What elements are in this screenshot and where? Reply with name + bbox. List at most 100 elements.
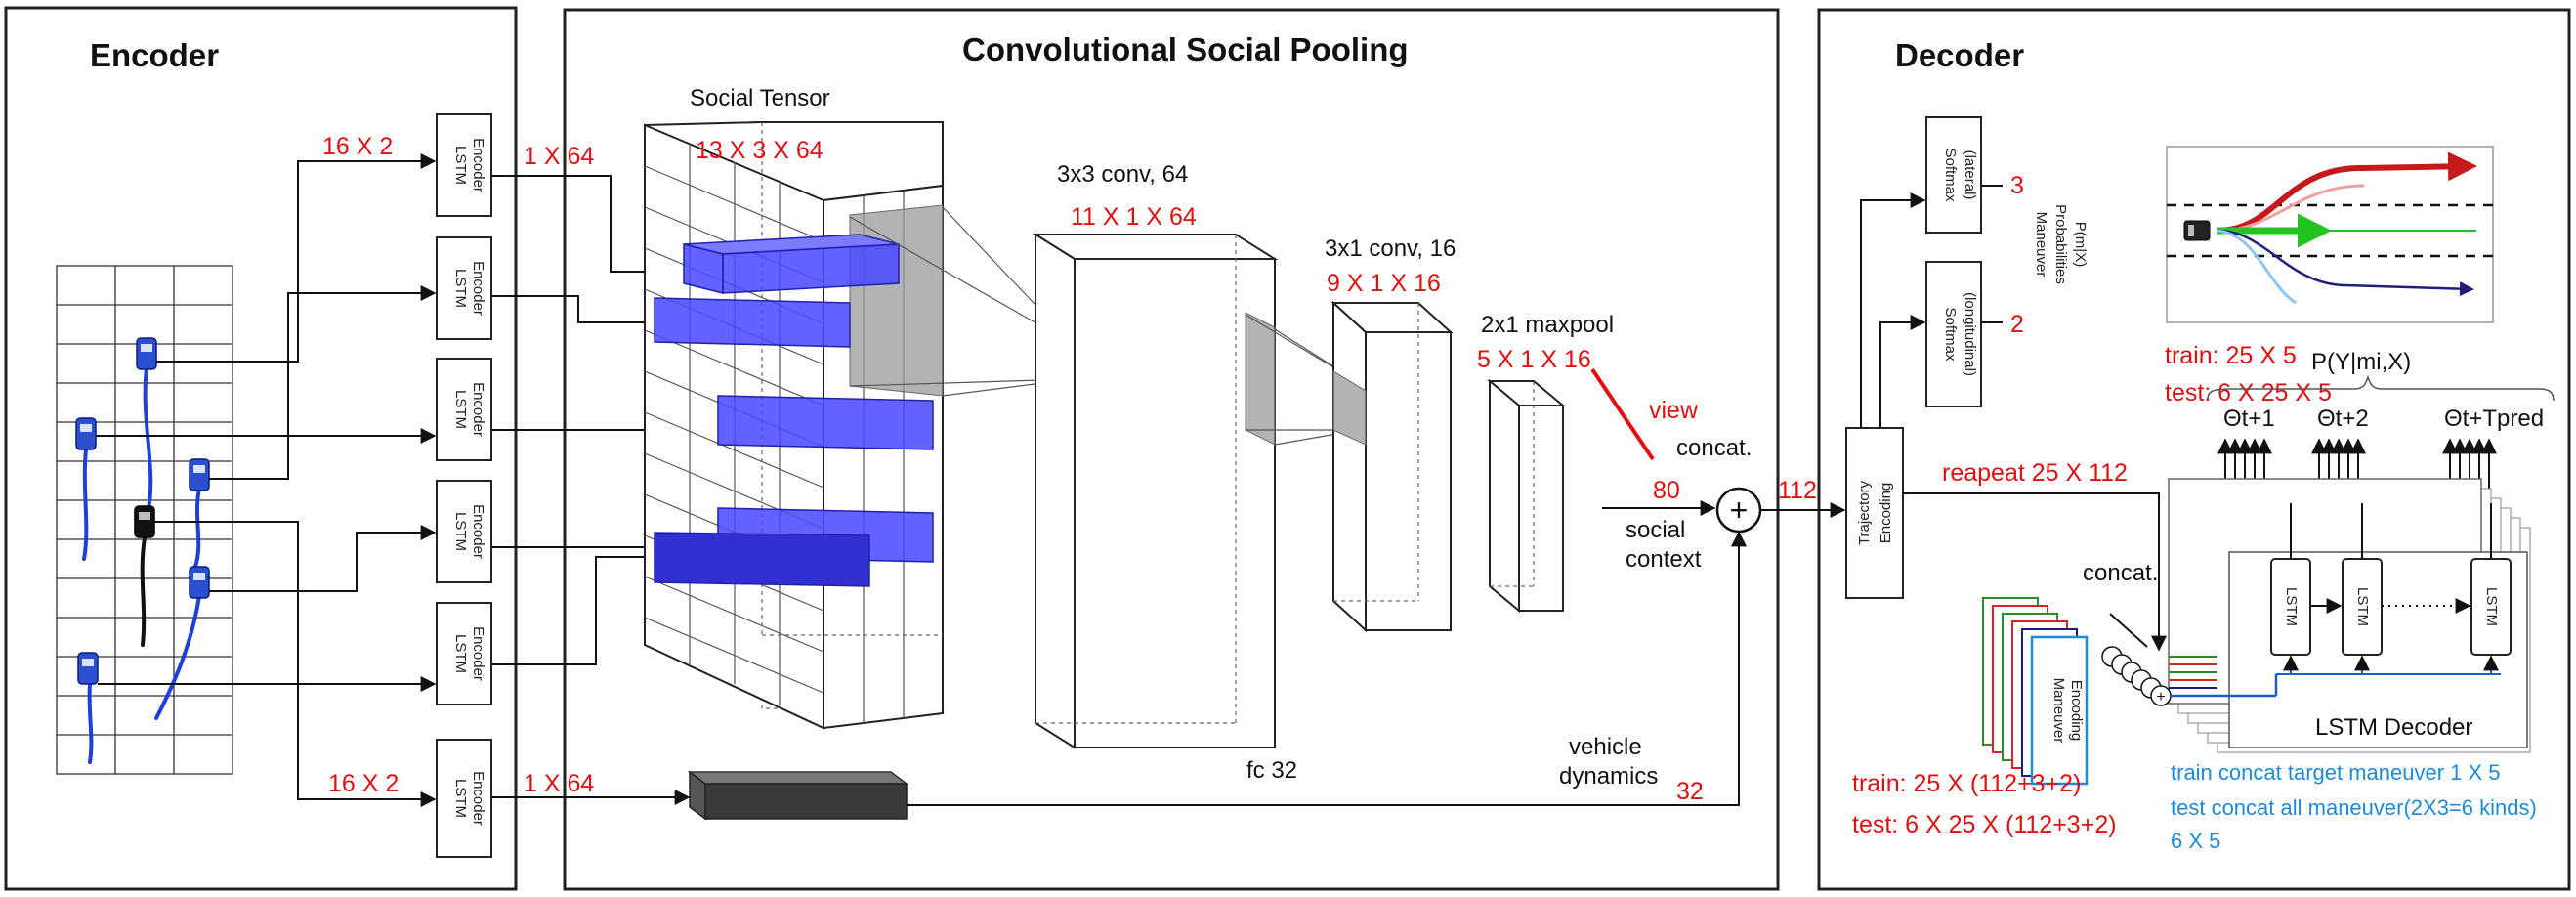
svg-text:+: +	[2156, 689, 2165, 705]
encoder-title: Encoder	[90, 37, 219, 73]
tensor-slab-3	[717, 395, 934, 450]
prob-label: P(Y|mi,X)	[2311, 349, 2411, 375]
decoder-title: Decoder	[1895, 37, 2024, 73]
lstm-cell-last: LSTM	[2470, 558, 2512, 656]
svg-text:Encoder: Encoder	[470, 771, 486, 826]
neighbor-trajectory-4	[154, 594, 201, 720]
view-line	[1590, 367, 1655, 461]
train-input-dim: train: 25 X (112+3+2)	[1852, 770, 2081, 797]
social-context-line2: context	[1626, 546, 1702, 573]
lstm-encoder-2: LSTM Encoder	[436, 236, 492, 340]
view-label: view	[1649, 397, 1699, 424]
car-icon	[189, 458, 210, 491]
lstm-decoder-label: LSTM Decoder	[2315, 714, 2472, 741]
conv1-dim: 11 X 1 X 64	[1071, 203, 1197, 231]
concat-plus-symbol: +	[1730, 492, 1749, 528]
conv2-label: 3x1 conv, 16	[1325, 235, 1456, 262]
maneuver-feed-lines	[2169, 656, 2278, 698]
svg-text:Softmax: Softmax	[1942, 148, 1959, 202]
lstm-encoder-1: LSTM Encoder	[436, 113, 492, 217]
vehicle-dynamics-line1: vehicle	[1569, 734, 1642, 760]
fc-block	[687, 770, 909, 821]
ego-car-icon	[2183, 220, 2211, 241]
svg-text:LSTM: LSTM	[2483, 587, 2500, 626]
car-icon	[77, 652, 99, 685]
maxpool-block	[1487, 378, 1566, 614]
wire-out-2	[491, 295, 676, 330]
concat-label: concat.	[1676, 435, 1752, 461]
social-tensor-dim: 13 X 3 X 64	[696, 137, 823, 164]
tensor-slab-5	[654, 532, 870, 587]
encoder-input-dim-bottom: 16 X 2	[328, 770, 399, 797]
lstm-cell-2: LSTM	[2342, 558, 2383, 656]
neighbor-trajectory-3	[193, 487, 201, 569]
lstm-encoder-ego: LSTM Encoder	[436, 739, 492, 858]
csp-title: Convolutional Social Pooling	[962, 31, 1409, 67]
conv2-block	[1330, 300, 1454, 633]
svg-text:(longitudinal): (longitudinal)	[1962, 292, 1978, 376]
wire-out-5	[491, 549, 676, 665]
softmax-lateral-box: Softmax (lateral)	[1925, 116, 1982, 234]
encoder-input-dim-top: 16 X 2	[322, 133, 393, 160]
lstm-encoder-3: LSTM Encoder	[436, 358, 492, 461]
svg-text:LSTM: LSTM	[452, 269, 469, 308]
theta-t2: Θt+2	[2317, 406, 2369, 432]
wire-in-2b	[209, 285, 437, 480]
neighbor-trajectory-2	[82, 448, 89, 561]
maneuver-probabilities-label: Maneuver Probabilities P(m|X)	[2033, 204, 2089, 284]
pool-dim: 5 X 1 X 16	[1477, 346, 1591, 373]
lstm-cell-1: LSTM	[2270, 558, 2311, 656]
svg-text:LSTM: LSTM	[452, 390, 469, 429]
wire-to-longitudinal	[1879, 315, 1926, 428]
tensor-slab-2	[654, 297, 851, 348]
svg-text:Softmax: Softmax	[1942, 307, 1959, 362]
dynamics-dim: 32	[1676, 778, 1704, 805]
wire-dynamics	[907, 531, 1747, 806]
ego-trajectory	[140, 535, 147, 647]
theta-tpred: Θt+Tpred	[2444, 406, 2544, 432]
svg-text:Probabilities: Probabilities	[2052, 204, 2069, 284]
pool-label: 2x1 maxpool	[1481, 312, 1614, 338]
concat-small-label: concat.	[2083, 560, 2158, 586]
svg-text:Maneuver: Maneuver	[2033, 212, 2049, 278]
train-output-dim: train: 25 X 5	[2165, 342, 2297, 369]
wire-to-lateral	[1860, 192, 1926, 428]
blue-note-line3: 6 X 5	[2171, 829, 2220, 853]
encoder-output-dim-top: 1 X 64	[524, 143, 594, 170]
svg-text:LSTM: LSTM	[2354, 587, 2371, 626]
fc-label: fc 32	[1246, 757, 1297, 784]
svg-text:Encoder: Encoder	[470, 504, 486, 559]
svg-text:LSTM: LSTM	[452, 779, 469, 818]
tensor-slab-1	[683, 234, 900, 294]
conv1-label: 3x3 conv, 64	[1057, 161, 1188, 188]
social-tensor-label: Social Tensor	[690, 85, 830, 111]
maneuver-illustration	[2166, 146, 2494, 323]
wire-in-ego	[154, 521, 437, 807]
conv1-block	[1032, 233, 1279, 749]
svg-text:Encoder: Encoder	[470, 626, 486, 681]
wire-repeat	[1903, 492, 2167, 652]
svg-text:Encoding: Encoding	[2068, 680, 2085, 742]
svg-text:Encoder: Encoder	[470, 261, 486, 316]
wire-in-4	[209, 525, 437, 592]
conv2-dim: 9 X 1 X 16	[1327, 270, 1441, 297]
ego-car-icon	[134, 505, 155, 538]
blue-note-line2: test concat all maneuver(2X3=6 kinds)	[2171, 795, 2537, 820]
svg-text:LSTM: LSTM	[452, 634, 469, 673]
test-output-dim: test: 6 X 25 X 5	[2165, 379, 2332, 406]
longitudinal-dim: 2	[2010, 311, 2024, 338]
repeat-label: reapeat 25 X 112	[1942, 459, 2128, 487]
svg-text:Trajectory: Trajectory	[1856, 480, 1873, 545]
svg-text:Encoder: Encoder	[470, 382, 486, 437]
lstm-encoder-4: LSTM Encoder	[436, 480, 492, 583]
wire-in-1	[156, 153, 437, 363]
svg-text:LSTM: LSTM	[2283, 587, 2300, 626]
svg-text:(lateral): (lateral)	[1962, 150, 1978, 200]
concat-dim: 112	[1778, 477, 1817, 504]
neighbor-trajectory-1	[143, 365, 153, 510]
trajectory-encoding-box: Trajectory Encoding	[1845, 427, 1904, 599]
encoder-output-dim-bottom: 1 X 64	[524, 770, 594, 797]
social-context-line1: social	[1626, 517, 1685, 543]
output-brace	[2207, 374, 2555, 402]
